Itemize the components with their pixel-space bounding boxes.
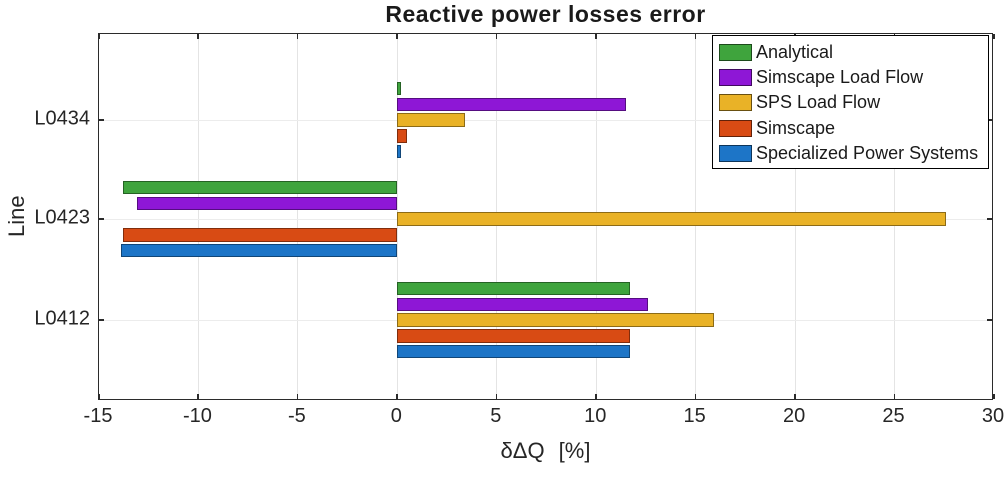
bar-L0412-specialized-power-systems <box>397 344 631 359</box>
x-tick-mark-top <box>993 34 995 39</box>
x-tick-mark <box>197 394 199 399</box>
x-tick-mark <box>595 394 597 399</box>
bar-L0423-simscape <box>122 228 398 242</box>
x-tick-mark <box>893 394 896 399</box>
x-tick-label--15: -15 <box>83 405 113 427</box>
x-tick-label-30: 30 <box>981 405 1005 427</box>
x-tick-label--5: -5 <box>287 405 306 427</box>
gridline-x--5 <box>297 34 299 399</box>
bar-L0434-sps-load-flow <box>397 113 465 127</box>
legend-label: Simscape <box>756 117 836 138</box>
y-tick-label-L0434: L0434 <box>34 107 90 130</box>
bar-L0412-simscape-load-flow <box>397 297 648 311</box>
y-tick-mark <box>99 319 104 321</box>
x-tick-mark <box>794 394 796 399</box>
plot-area: Analytical Simscape Load Flow SPS Load Flo… <box>98 33 995 400</box>
x-tick-label-25: 25 <box>882 405 905 427</box>
x-axis-label: δΔQ [%] <box>500 438 591 463</box>
legend-label: Specialized Power Systems <box>756 142 979 163</box>
legend-swatch-icon <box>719 94 752 112</box>
legend: Analytical Simscape Load Flow SPS Load Flo… <box>712 35 989 169</box>
bar-L0412-simscape <box>397 329 631 343</box>
x-tick-mark <box>495 394 498 399</box>
x-tick-label-15: 15 <box>683 405 706 427</box>
x-tick-mark-top <box>197 34 199 39</box>
x-tick-mark-top <box>595 34 597 39</box>
x-tick-mark-top <box>396 34 398 39</box>
legend-item-sps-load-flow: SPS Load Flow <box>719 90 988 115</box>
bar-L0434-simscape-load-flow <box>397 97 627 111</box>
legend-swatch-icon <box>719 44 752 62</box>
legend-item-simscape-load-flow: Simscape Load Flow <box>719 65 988 90</box>
legend-label: SPS Load Flow <box>756 92 881 113</box>
legend-item-analytical: Analytical <box>719 40 988 65</box>
y-tick-label-L0412: L0412 <box>34 307 90 330</box>
x-tick-mark-top <box>98 34 100 39</box>
x-tick-mark <box>396 394 398 399</box>
x-tick-label-10: 10 <box>584 405 607 427</box>
legend-label: Simscape Load Flow <box>756 67 924 88</box>
y-tick-label-L0423: L0423 <box>34 206 90 229</box>
legend-item-simscape: Simscape <box>719 116 988 141</box>
x-tick-label-5: 5 <box>490 405 502 427</box>
x-tick-mark <box>98 394 100 399</box>
bar-L0423-simscape-load-flow <box>136 196 398 210</box>
bar-L0423-sps-load-flow <box>397 212 947 226</box>
x-tick-label-0: 0 <box>390 405 402 427</box>
x-tick-label--10: -10 <box>182 405 212 427</box>
x-tick-mark <box>993 394 995 399</box>
legend-swatch-icon <box>719 69 752 87</box>
bar-L0434-simscape <box>397 129 408 143</box>
y-tick-mark-right <box>987 119 992 121</box>
x-tick-mark-top <box>495 34 498 39</box>
bar-L0434-analytical <box>397 81 402 96</box>
legend-label: Analytical <box>756 42 834 63</box>
legend-swatch-icon <box>719 144 752 162</box>
y-tick-mark <box>99 218 104 220</box>
bar-L0423-analytical <box>122 180 398 195</box>
bar-L0423-specialized-power-systems <box>120 243 398 258</box>
legend-item-specialized-power-systems: Specialized Power Systems <box>719 141 988 166</box>
legend-swatch-icon <box>719 119 752 137</box>
y-tick-mark <box>99 119 104 121</box>
y-tick-mark-right <box>987 319 992 321</box>
bar-L0412-analytical <box>397 281 631 296</box>
x-tick-mark-top <box>296 34 299 39</box>
gridline-x--10 <box>197 34 199 399</box>
bar-L0412-sps-load-flow <box>397 313 714 327</box>
chart-title: Reactive power losses error <box>385 1 706 27</box>
bar-L0434-specialized-power-systems <box>397 144 402 159</box>
x-tick-label-20: 20 <box>782 405 806 427</box>
gridline-y-L0434 <box>99 119 992 121</box>
x-tick-mark <box>694 394 697 399</box>
x-tick-mark-top <box>694 34 697 39</box>
x-tick-mark <box>296 394 299 399</box>
y-tick-mark-right <box>987 218 992 220</box>
